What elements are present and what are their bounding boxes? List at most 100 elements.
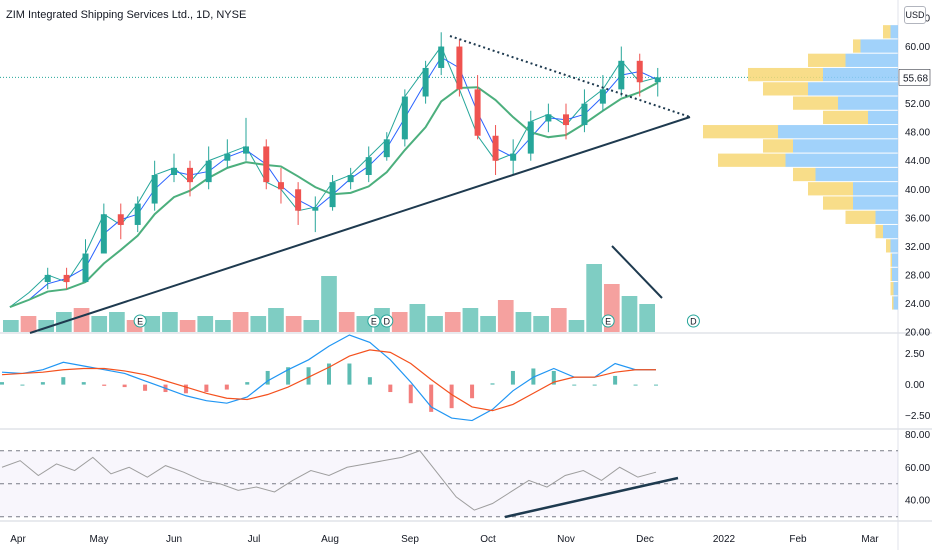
vp-row xyxy=(883,224,898,239)
candle-body xyxy=(527,121,534,154)
volume-bar xyxy=(109,312,125,332)
vp-row xyxy=(886,239,891,253)
volume-profile xyxy=(703,25,898,310)
macd-histogram-bar xyxy=(408,384,413,404)
volume-bar xyxy=(338,312,355,332)
volume-bar xyxy=(550,308,567,332)
x-tick-label: Feb xyxy=(789,534,807,545)
macd-histogram-bar xyxy=(40,382,45,385)
vp-row xyxy=(890,25,898,39)
y-tick-label: 32.00 xyxy=(905,242,930,253)
x-tick-label: Aug xyxy=(321,534,339,545)
volume-bar xyxy=(480,316,496,332)
vp-row xyxy=(793,96,838,110)
rsi-panel xyxy=(0,450,898,519)
vp-row xyxy=(892,296,894,310)
macd-histogram-bar xyxy=(143,384,148,391)
last-price-box xyxy=(898,69,931,86)
rsi-tick-label: 40.00 xyxy=(905,496,930,507)
vp-row xyxy=(823,67,898,82)
ascending-trendline xyxy=(29,116,691,334)
volume-bar xyxy=(232,312,249,332)
macd-histogram-bar xyxy=(306,367,311,385)
moving-averages xyxy=(9,45,659,308)
y-tick-label: 52.00 xyxy=(905,99,930,110)
vp-row xyxy=(748,67,823,82)
y-tick-label: 60.00 xyxy=(905,42,930,53)
x-tick-label: May xyxy=(90,534,109,545)
y-tick-label: 40.00 xyxy=(905,185,930,196)
macd-histogram-bar xyxy=(449,384,454,409)
volume-bar xyxy=(162,312,178,332)
candle-body xyxy=(171,167,177,175)
vp-row xyxy=(808,182,853,196)
volume-bar xyxy=(321,276,337,332)
event-marker-label: D xyxy=(384,317,391,327)
rsi-divergence-line xyxy=(504,476,679,519)
macd-histogram-bar xyxy=(20,384,25,386)
vp-row xyxy=(763,82,808,96)
volume-bar xyxy=(462,308,479,332)
x-tick-label: Apr xyxy=(10,534,26,545)
volume-bar xyxy=(391,312,408,332)
candle-body xyxy=(545,114,552,122)
macd-tick-label: 0.00 xyxy=(905,380,925,391)
symbol-title: ZIM Integrated Shipping Services Ltd., 1… xyxy=(6,9,247,21)
volume-bar xyxy=(268,308,284,332)
macd-tick-label: −2.50 xyxy=(905,411,931,422)
candle-body xyxy=(510,153,517,161)
candle-body xyxy=(100,214,107,254)
vp-row xyxy=(785,153,898,167)
vp-row xyxy=(793,167,816,182)
vp-row xyxy=(890,239,898,253)
volume-bar xyxy=(533,316,549,332)
signal-line xyxy=(1,349,656,412)
candle-body xyxy=(63,274,70,283)
candle-body xyxy=(44,274,51,283)
volume-bar xyxy=(639,304,655,332)
candle-body xyxy=(82,253,89,283)
macd-histogram-bar xyxy=(81,382,86,385)
candle-body xyxy=(263,146,270,183)
axes-labels: AprMayJunJulAugSepOctNovDec2022FebMar64.… xyxy=(10,14,931,546)
event-marker-circle xyxy=(686,314,700,328)
x-tick-label: Jun xyxy=(166,534,182,545)
x-tick-label: Sep xyxy=(401,534,419,545)
candle-body xyxy=(117,214,124,225)
candle-body xyxy=(438,46,445,68)
vp-row xyxy=(793,139,898,153)
rsi-tick-label: 80.00 xyxy=(905,430,930,441)
event-marker-label: E xyxy=(605,317,611,327)
candle-body xyxy=(422,67,429,97)
y-tick-label: 36.00 xyxy=(905,213,930,224)
macd-histogram-bar xyxy=(327,363,331,385)
vp-row xyxy=(718,153,786,167)
vp-row xyxy=(763,139,793,153)
volume-bar xyxy=(179,320,196,332)
macd-histogram-bar xyxy=(367,377,372,385)
vp-row xyxy=(890,282,894,296)
candle-body xyxy=(295,189,302,211)
candle-body xyxy=(456,46,463,90)
candle-body xyxy=(312,207,319,211)
macd-panel xyxy=(0,334,658,422)
candle-body xyxy=(636,60,643,83)
vp-row xyxy=(890,253,892,267)
macd-histogram-bar xyxy=(265,370,270,385)
candle-body xyxy=(329,182,336,208)
volume-trendline xyxy=(611,245,663,299)
vp-row xyxy=(860,39,898,53)
vp-row xyxy=(890,267,892,282)
volume-bar xyxy=(197,316,214,332)
currency-button[interactable]: USD xyxy=(904,6,926,24)
event-marker-circle xyxy=(133,314,147,328)
candle-body xyxy=(383,139,390,158)
x-tick-label: Jul xyxy=(248,534,261,545)
volume-bar xyxy=(3,320,19,332)
vp-row xyxy=(853,39,861,53)
volume-bar xyxy=(568,320,585,332)
rsi-line xyxy=(1,450,657,511)
vp-row xyxy=(893,282,898,296)
macd-histogram-bar xyxy=(61,377,66,385)
